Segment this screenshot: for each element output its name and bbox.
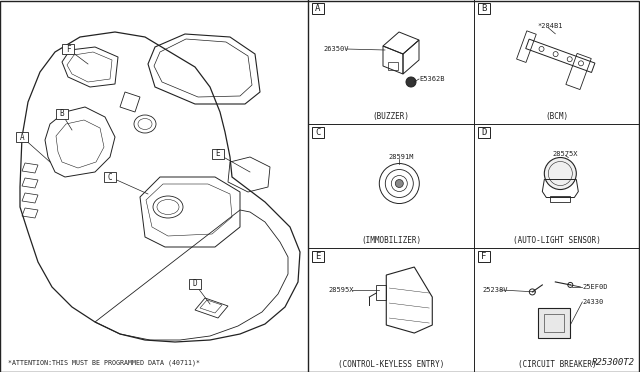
Bar bbox=[312, 251, 324, 262]
Bar bbox=[388, 62, 398, 70]
Text: *ATTENTION:THIS MUST BE PROGRAMMED DATA (40711)*: *ATTENTION:THIS MUST BE PROGRAMMED DATA … bbox=[8, 359, 200, 366]
Bar bbox=[478, 3, 490, 14]
Bar bbox=[16, 132, 28, 142]
Text: B: B bbox=[481, 4, 486, 13]
Bar bbox=[189, 279, 201, 289]
Text: R25300T2: R25300T2 bbox=[592, 358, 635, 367]
Circle shape bbox=[406, 77, 416, 87]
Bar bbox=[62, 44, 74, 54]
Text: F: F bbox=[66, 45, 70, 54]
Text: 28595X: 28595X bbox=[328, 287, 353, 293]
Text: (IMMOBILIZER): (IMMOBILIZER) bbox=[361, 237, 421, 246]
Text: B: B bbox=[60, 109, 64, 119]
Circle shape bbox=[396, 180, 403, 187]
Text: 25238V: 25238V bbox=[482, 287, 508, 293]
Text: E: E bbox=[316, 252, 321, 261]
Text: (AUTO-LIGHT SENSOR): (AUTO-LIGHT SENSOR) bbox=[513, 237, 601, 246]
Text: A: A bbox=[316, 4, 321, 13]
Bar bbox=[212, 149, 224, 159]
Text: D: D bbox=[481, 128, 486, 137]
Text: (BUZZER): (BUZZER) bbox=[372, 112, 410, 122]
Bar bbox=[478, 127, 490, 138]
Text: (BCM): (BCM) bbox=[545, 112, 568, 122]
Text: (CIRCUIT BREAKER): (CIRCUIT BREAKER) bbox=[518, 360, 596, 369]
Bar bbox=[478, 251, 490, 262]
Text: D: D bbox=[193, 279, 197, 289]
Bar bbox=[56, 109, 68, 119]
Text: 25EF0D: 25EF0D bbox=[582, 284, 608, 290]
Bar bbox=[545, 314, 564, 332]
Text: C: C bbox=[316, 128, 321, 137]
Text: E5362B: E5362B bbox=[419, 76, 445, 82]
Text: 24330: 24330 bbox=[582, 299, 604, 305]
Text: 28575X: 28575X bbox=[552, 151, 578, 157]
Bar bbox=[312, 3, 324, 14]
Text: *284B1: *284B1 bbox=[538, 23, 563, 29]
Circle shape bbox=[545, 157, 577, 189]
Bar bbox=[104, 172, 116, 182]
Text: 26350V: 26350V bbox=[323, 46, 349, 52]
Bar bbox=[538, 308, 570, 338]
Text: 28591M: 28591M bbox=[388, 154, 414, 160]
Bar bbox=[312, 127, 324, 138]
Text: (CONTROL-KEYLESS ENTRY): (CONTROL-KEYLESS ENTRY) bbox=[338, 360, 444, 369]
Bar bbox=[550, 196, 570, 202]
Text: E: E bbox=[216, 150, 220, 158]
Text: C: C bbox=[108, 173, 112, 182]
Text: F: F bbox=[481, 252, 486, 261]
Text: A: A bbox=[20, 132, 24, 141]
